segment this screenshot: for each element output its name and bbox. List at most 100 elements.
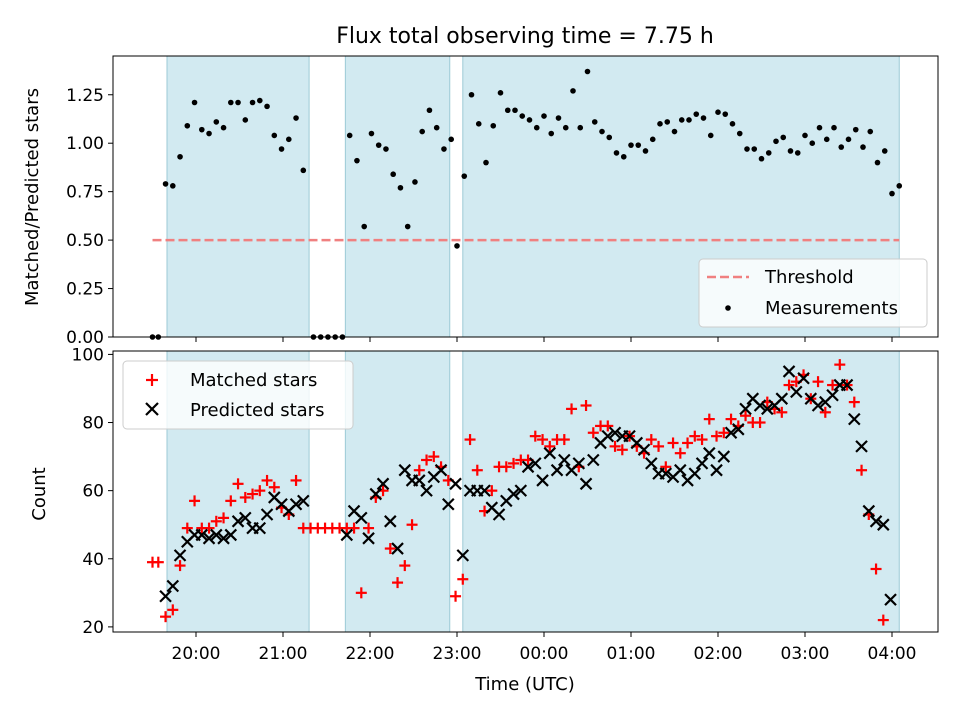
predicted-star-point xyxy=(579,477,593,491)
y-tick-label: 80 xyxy=(82,414,104,434)
x-tick-label: 01:00 xyxy=(607,644,656,664)
measurement-point xyxy=(278,146,285,152)
measurement-point xyxy=(852,126,859,133)
predicted-star-point xyxy=(695,457,709,470)
matched-star-point xyxy=(152,556,164,568)
matched-star-point xyxy=(486,485,498,497)
matched-star-point xyxy=(181,522,193,534)
measurement-point xyxy=(874,159,881,166)
predicted-star-point xyxy=(224,528,238,542)
predicted-star-point xyxy=(739,402,752,416)
measurement-point xyxy=(419,128,426,135)
predicted-star-point xyxy=(659,467,673,480)
measurement-point xyxy=(177,153,183,160)
measurement-point xyxy=(686,117,692,123)
measurement-point xyxy=(823,136,830,143)
measurement-point xyxy=(162,181,169,187)
measurement-point xyxy=(678,117,685,123)
measurement-point xyxy=(519,113,526,119)
measurement-point xyxy=(293,115,299,121)
x-tick-label: 21:00 xyxy=(259,644,308,664)
matched-star-point xyxy=(645,434,657,446)
measurements-series xyxy=(149,68,903,340)
observing-intervals xyxy=(166,350,900,633)
matched-star-point xyxy=(239,491,251,503)
predicted-star-point xyxy=(869,515,883,528)
measurement-point xyxy=(483,159,489,166)
matched-star-point xyxy=(290,474,302,486)
matched-star-point xyxy=(450,590,462,602)
matched-star-point xyxy=(399,560,411,572)
predicted-star-point xyxy=(253,521,267,535)
measurement-point xyxy=(404,223,411,230)
matched-star-point xyxy=(363,522,375,534)
matched-star-point xyxy=(247,488,259,500)
matched-star-point xyxy=(457,573,469,585)
predicted-star-point xyxy=(543,446,557,460)
measurement-point xyxy=(744,146,750,152)
matched-star-point xyxy=(558,434,570,446)
predicted-star-point xyxy=(420,484,433,497)
predicted-star-point xyxy=(811,399,825,412)
predicted-star-point xyxy=(724,426,738,440)
matched-star-point xyxy=(725,413,737,425)
matched-star-point xyxy=(268,481,280,493)
measurement-point xyxy=(368,130,375,137)
measurement-point xyxy=(889,190,895,197)
matched-star-point xyxy=(210,515,222,527)
matched-star-point xyxy=(653,440,665,452)
matched-star-point xyxy=(218,512,230,524)
measurement-point xyxy=(664,119,671,125)
matched-star-point xyxy=(689,430,701,442)
measurement-point xyxy=(838,144,845,150)
measurement-point xyxy=(896,183,903,189)
matched-star-point xyxy=(827,379,839,391)
matched-star-point xyxy=(616,444,628,456)
predicted-star-point xyxy=(210,528,223,542)
predicted-star-point xyxy=(231,515,245,528)
matched-star-point xyxy=(740,410,752,422)
measurement-point xyxy=(264,103,270,110)
measurement-point xyxy=(867,128,874,135)
predicted-star-point xyxy=(376,477,390,491)
chart-title: Flux total observing time = 7.75 h xyxy=(336,24,714,49)
matched-star-point xyxy=(580,399,592,411)
predicted-star-point xyxy=(674,463,687,477)
predicted-star-point xyxy=(782,365,796,378)
measurement-point xyxy=(642,148,649,154)
ratio-legend: Threshold Measurements xyxy=(698,258,928,328)
measurement-point xyxy=(736,130,743,137)
predicted-star-point xyxy=(456,549,470,562)
measurement-point xyxy=(235,99,241,106)
matched-star-point xyxy=(500,461,512,473)
predicted-star-point xyxy=(413,474,426,487)
ratio-y-axis-label: Matched/Predicted stars xyxy=(22,88,43,306)
predicted-star-point xyxy=(848,412,861,426)
matched-star-point xyxy=(682,437,694,449)
predicted-star-point xyxy=(855,440,868,453)
predicted-star-point xyxy=(173,549,187,562)
measurement-point xyxy=(397,184,404,191)
measurements-legend-label: Measurements xyxy=(765,298,898,319)
measurement-point xyxy=(497,90,504,96)
predicted-star-point xyxy=(601,429,615,443)
matched-star-point xyxy=(848,396,860,408)
count-panel: 20 40 60 80 100 20:00 21:00 22:00 23:00 00:00 01:… xyxy=(29,345,939,695)
measurement-point xyxy=(184,122,191,129)
predicted-star-point xyxy=(840,378,854,392)
y-tick-label: 0.75 xyxy=(66,183,104,203)
measurement-point xyxy=(628,142,634,148)
predicted-star-point xyxy=(558,453,571,467)
measurement-point xyxy=(257,97,263,104)
predicted-star-point xyxy=(384,515,397,528)
measurement-point xyxy=(671,128,678,135)
predicted-star-point xyxy=(239,511,252,525)
matched-star-point xyxy=(203,522,215,534)
matched-star-point xyxy=(261,474,273,486)
measurement-point xyxy=(809,140,816,147)
matched-star-point xyxy=(566,403,578,415)
measurement-point xyxy=(383,146,389,152)
measurement-point xyxy=(584,68,591,75)
measurement-point xyxy=(751,146,758,152)
ratio-legend-box xyxy=(698,258,928,328)
